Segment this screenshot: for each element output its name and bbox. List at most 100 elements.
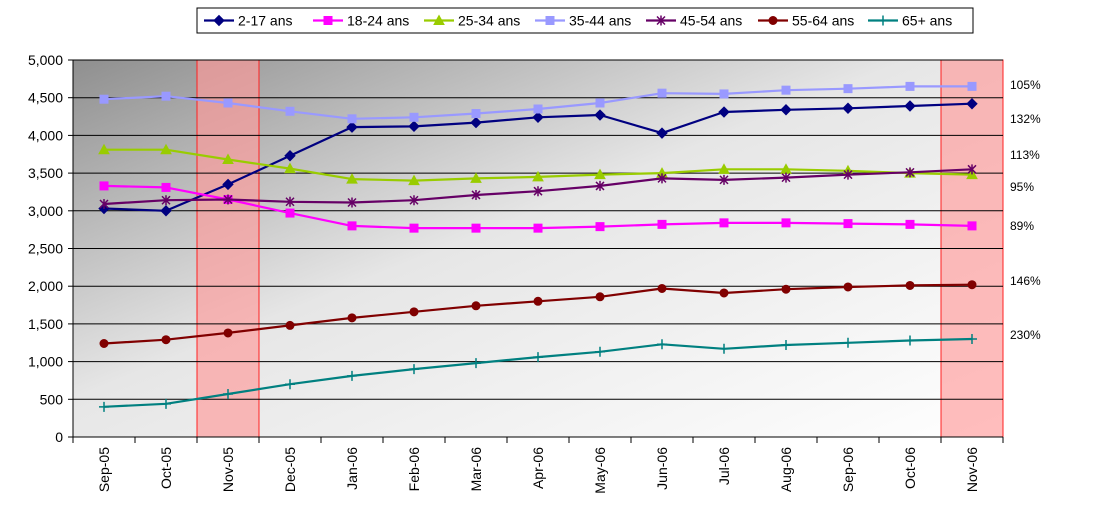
data-point-25-34-ans — [408, 174, 420, 186]
data-point-2-17-ans — [656, 127, 668, 139]
data-point-55-64-ans — [99, 339, 109, 349]
y-tick-label: 2,000 — [28, 278, 63, 294]
data-point-65-ans — [719, 343, 729, 354]
data-point-65-ans — [905, 335, 915, 346]
legend-marker — [768, 16, 778, 25]
y-tick-label: 1,000 — [28, 354, 63, 370]
data-point-35-44-ans — [595, 98, 605, 108]
data-point-55-64-ans — [471, 301, 481, 311]
legend-item-18-24-ans: 18-24 ans — [313, 13, 409, 29]
annotation-label: 105% — [1010, 78, 1041, 92]
annotation-label: 113% — [1010, 148, 1040, 162]
series-18-24-ans — [99, 181, 977, 233]
data-point-2-17-ans — [842, 102, 854, 114]
legend-marker — [433, 14, 445, 25]
data-point-45-54-ans — [781, 172, 791, 183]
legend-marker — [323, 16, 333, 25]
y-tick-label: 4,000 — [28, 127, 63, 143]
data-point-18-24-ans — [719, 218, 729, 228]
data-point-18-24-ans — [967, 221, 977, 231]
x-tick-label: Apr-06 — [530, 447, 546, 489]
series-45-54-ans — [99, 164, 977, 210]
x-tick-label: Oct-06 — [902, 447, 918, 489]
legend-label: 35-44 ans — [569, 13, 631, 29]
data-point-25-34-ans — [98, 143, 110, 155]
data-point-25-34-ans — [718, 163, 730, 174]
data-point-45-54-ans — [285, 196, 295, 207]
y-tick-label: 0 — [55, 429, 63, 445]
data-point-55-64-ans — [595, 292, 605, 302]
data-point-55-64-ans — [719, 288, 729, 298]
data-point-18-24-ans — [99, 181, 109, 191]
legend-marker — [656, 15, 666, 26]
data-point-65-ans — [843, 337, 853, 348]
data-point-2-17-ans — [160, 205, 172, 217]
x-tick-label: Sep-06 — [840, 447, 856, 492]
data-point-45-54-ans — [223, 194, 233, 205]
data-point-45-54-ans — [161, 195, 171, 206]
annotation-label: 95% — [1010, 180, 1034, 194]
x-tick-label: Nov-05 — [220, 447, 236, 492]
series-55-64-ans — [99, 280, 977, 349]
data-point-25-34-ans — [160, 143, 172, 155]
data-point-65-ans — [471, 358, 481, 369]
legend-label: 55-64 ans — [792, 13, 854, 29]
data-point-65-ans — [285, 379, 295, 390]
data-point-18-24-ans — [161, 182, 171, 192]
data-point-2-17-ans — [904, 100, 916, 112]
data-point-35-44-ans — [905, 81, 915, 91]
y-tick-label: 1,500 — [28, 316, 63, 332]
data-point-35-44-ans — [347, 114, 357, 124]
legend-item-45-54-ans: 45-54 ans — [646, 13, 742, 29]
legend-label: 45-54 ans — [680, 13, 742, 29]
data-point-65-ans — [347, 370, 357, 381]
legend-item-55-64-ans: 55-64 ans — [758, 13, 854, 29]
data-point-18-24-ans — [781, 218, 791, 228]
data-point-55-64-ans — [347, 313, 357, 323]
data-point-25-34-ans — [532, 170, 544, 182]
annotation-label: 132% — [1010, 112, 1041, 126]
data-point-2-17-ans — [594, 109, 606, 121]
data-point-55-64-ans — [843, 282, 853, 292]
data-point-35-44-ans — [843, 84, 853, 94]
data-point-45-54-ans — [409, 195, 419, 206]
data-point-65-ans — [409, 364, 419, 375]
data-point-25-34-ans — [284, 162, 296, 174]
data-point-35-44-ans — [719, 89, 729, 99]
x-tick-label: Feb-06 — [406, 447, 422, 492]
y-tick-label: 3,000 — [28, 203, 63, 219]
data-point-35-44-ans — [223, 98, 233, 108]
data-point-65-ans — [223, 389, 233, 400]
data-point-18-24-ans — [347, 221, 357, 231]
data-point-25-34-ans — [470, 172, 482, 183]
data-point-55-64-ans — [161, 335, 171, 345]
data-point-45-54-ans — [99, 199, 109, 210]
data-point-55-64-ans — [905, 280, 915, 290]
x-tick-label: Sep-05 — [96, 447, 112, 492]
data-point-65-ans — [967, 333, 977, 344]
data-point-55-64-ans — [967, 280, 977, 290]
data-point-65-ans — [533, 352, 543, 363]
data-point-45-54-ans — [843, 169, 853, 180]
data-point-55-64-ans — [223, 328, 233, 338]
data-point-45-54-ans — [347, 197, 357, 208]
data-point-35-44-ans — [533, 104, 543, 114]
series-35-44-ans — [99, 81, 977, 124]
x-tick-label: May-06 — [592, 447, 608, 494]
annotation-label: 230% — [1010, 328, 1041, 342]
data-point-2-17-ans — [284, 150, 296, 162]
annotation-label: 89% — [1010, 219, 1034, 233]
data-point-45-54-ans — [533, 186, 543, 197]
x-tick-label: Aug-06 — [778, 447, 794, 492]
data-point-65-ans — [161, 398, 171, 409]
y-tick-label: 3,500 — [28, 165, 63, 181]
x-tick-label: Jan-06 — [344, 447, 360, 490]
data-point-45-54-ans — [657, 173, 667, 184]
data-point-18-24-ans — [533, 223, 543, 233]
data-point-35-44-ans — [781, 85, 791, 95]
data-point-18-24-ans — [843, 219, 853, 229]
data-point-2-17-ans — [470, 116, 482, 129]
data-point-55-64-ans — [409, 307, 419, 317]
